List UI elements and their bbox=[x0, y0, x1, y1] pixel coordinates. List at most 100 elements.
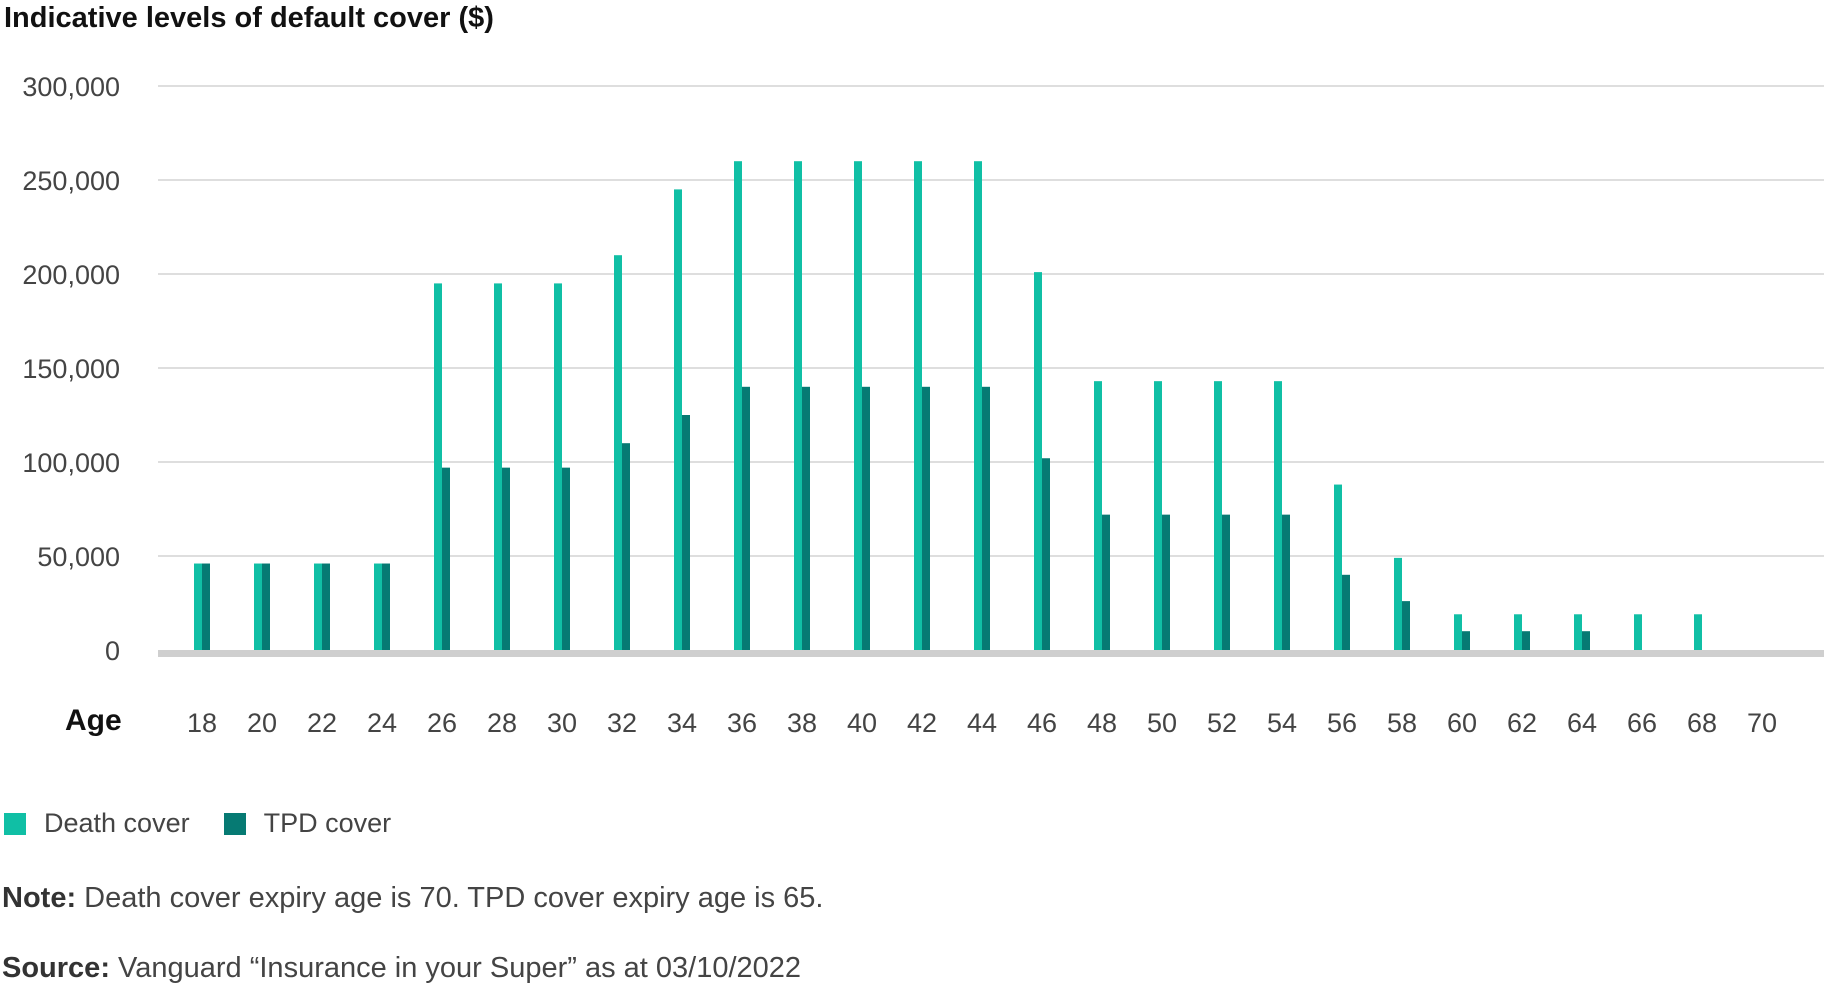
note: Note: Death cover expiry age is 70. TPD … bbox=[2, 882, 824, 915]
bar-tpd-cover bbox=[1522, 631, 1530, 650]
bar-tpd-cover bbox=[1342, 574, 1350, 650]
y-tick-label: 100,000 bbox=[22, 448, 120, 478]
bar-tpd-cover bbox=[1582, 631, 1590, 650]
bar-death-cover bbox=[854, 161, 862, 650]
bar-death-cover bbox=[734, 161, 742, 650]
source-label: Source: bbox=[2, 952, 110, 984]
x-tick-label: 68 bbox=[1687, 708, 1717, 738]
bar-tpd-cover bbox=[562, 467, 570, 650]
bar-death-cover bbox=[1034, 272, 1042, 650]
bar-death-cover bbox=[1634, 614, 1642, 650]
bar-tpd-cover bbox=[442, 467, 450, 650]
x-tick-label: 38 bbox=[787, 708, 817, 738]
bar-death-cover bbox=[1214, 381, 1222, 650]
note-label: Note: bbox=[2, 882, 77, 914]
chart-title: Indicative levels of default cover ($) bbox=[4, 2, 494, 34]
y-tick-label: 300,000 bbox=[22, 72, 120, 102]
x-tick-label: 26 bbox=[427, 708, 457, 738]
bar-tpd-cover bbox=[1102, 514, 1110, 650]
bar-death-cover bbox=[974, 161, 982, 650]
note-text: Death cover expiry age is 70. TPD cover … bbox=[84, 882, 824, 914]
x-tick-label: 48 bbox=[1087, 708, 1117, 738]
bar-tpd-cover bbox=[982, 386, 990, 650]
bar-tpd-cover bbox=[322, 563, 330, 650]
bar-death-cover bbox=[674, 189, 682, 650]
bar-tpd-cover bbox=[1222, 514, 1230, 650]
x-tick-label: 58 bbox=[1387, 708, 1417, 738]
bar-tpd-cover bbox=[502, 467, 510, 650]
x-tick-label: 44 bbox=[967, 708, 997, 738]
x-tick-label: 64 bbox=[1567, 708, 1597, 738]
bar-tpd-cover bbox=[262, 563, 270, 650]
x-tick-label: 30 bbox=[547, 708, 577, 738]
bar-death-cover bbox=[1274, 381, 1282, 650]
bar-tpd-cover bbox=[202, 563, 210, 650]
bar-death-cover bbox=[254, 563, 262, 650]
x-tick-label: 18 bbox=[187, 708, 217, 738]
x-tick-label: 22 bbox=[307, 708, 337, 738]
legend-item-tpd-cover: TPD cover bbox=[223, 808, 392, 839]
bar-death-cover bbox=[1574, 614, 1582, 650]
bar-tpd-cover bbox=[382, 563, 390, 650]
bar-death-cover bbox=[1694, 614, 1702, 650]
source: Source: Vanguard “Insurance in your Supe… bbox=[2, 952, 801, 985]
x-tick-label: 56 bbox=[1327, 708, 1357, 738]
bar-tpd-cover bbox=[1042, 458, 1050, 650]
x-tick-label: 54 bbox=[1267, 708, 1297, 738]
x-tick-label: 60 bbox=[1447, 708, 1477, 738]
bar-death-cover bbox=[1454, 614, 1462, 650]
x-axis-baseline bbox=[158, 650, 1824, 657]
x-tick-label: 40 bbox=[847, 708, 877, 738]
x-tick-label: 42 bbox=[907, 708, 937, 738]
bar-death-cover bbox=[1334, 484, 1342, 650]
x-tick-label: 70 bbox=[1747, 708, 1777, 738]
legend-label-tpd-cover: TPD cover bbox=[263, 808, 392, 838]
y-tick-label: 250,000 bbox=[22, 166, 120, 196]
bar-tpd-cover bbox=[622, 443, 630, 650]
x-tick-label: 62 bbox=[1507, 708, 1537, 738]
x-axis-line bbox=[158, 650, 1824, 657]
bar-death-cover bbox=[1394, 557, 1402, 650]
x-tick-label: 28 bbox=[487, 708, 517, 738]
x-axis-label: Age bbox=[65, 704, 122, 737]
bar-death-cover bbox=[614, 255, 622, 650]
bar-death-cover bbox=[194, 563, 202, 650]
bar-tpd-cover bbox=[682, 415, 690, 650]
bar-death-cover bbox=[794, 161, 802, 650]
bar-tpd-cover bbox=[742, 386, 750, 650]
legend-swatch-tpd-cover bbox=[223, 812, 246, 835]
x-tick-label: 32 bbox=[607, 708, 637, 738]
x-tick-label: 52 bbox=[1207, 708, 1237, 738]
bar-death-cover bbox=[1154, 381, 1162, 650]
x-tick-label: 50 bbox=[1147, 708, 1177, 738]
x-tick-label: 36 bbox=[727, 708, 757, 738]
bar-death-cover bbox=[434, 283, 442, 650]
bar-tpd-cover bbox=[862, 386, 870, 650]
legend-swatch-death-cover bbox=[4, 812, 26, 835]
bar-tpd-cover bbox=[922, 386, 930, 650]
bar-tpd-cover bbox=[1402, 601, 1410, 650]
bars bbox=[194, 161, 1702, 650]
bar-death-cover bbox=[374, 563, 382, 650]
bar-death-cover bbox=[1094, 381, 1102, 650]
grid-lines bbox=[158, 85, 1824, 557]
x-tick-label: 24 bbox=[367, 708, 397, 738]
x-tick-label: 46 bbox=[1027, 708, 1057, 738]
bar-death-cover bbox=[1514, 614, 1522, 650]
legend: Death cover TPD cover bbox=[4, 808, 425, 839]
x-tick-label: 34 bbox=[667, 708, 697, 738]
y-tick-label: 150,000 bbox=[22, 354, 120, 384]
bar-tpd-cover bbox=[802, 386, 810, 650]
legend-label-death-cover: Death cover bbox=[44, 808, 190, 838]
legend-item-death-cover: Death cover bbox=[4, 808, 190, 839]
bar-chart: 0 50,000 100,000 150,000 200,000 250,000 300,0… bbox=[22, 72, 1824, 738]
source-text: Vanguard “Insurance in your Super” as at… bbox=[118, 952, 802, 984]
y-axis-ticks: 0 50,000 100,000 150,000 200,000 250,000 300,0… bbox=[22, 72, 120, 666]
bar-tpd-cover bbox=[1282, 514, 1290, 650]
x-tick-label: 20 bbox=[247, 708, 277, 738]
bar-death-cover bbox=[914, 161, 922, 650]
bar-death-cover bbox=[554, 283, 562, 650]
x-tick-label: 66 bbox=[1627, 708, 1657, 738]
bar-death-cover bbox=[494, 283, 502, 650]
y-tick-label: 200,000 bbox=[22, 260, 120, 290]
